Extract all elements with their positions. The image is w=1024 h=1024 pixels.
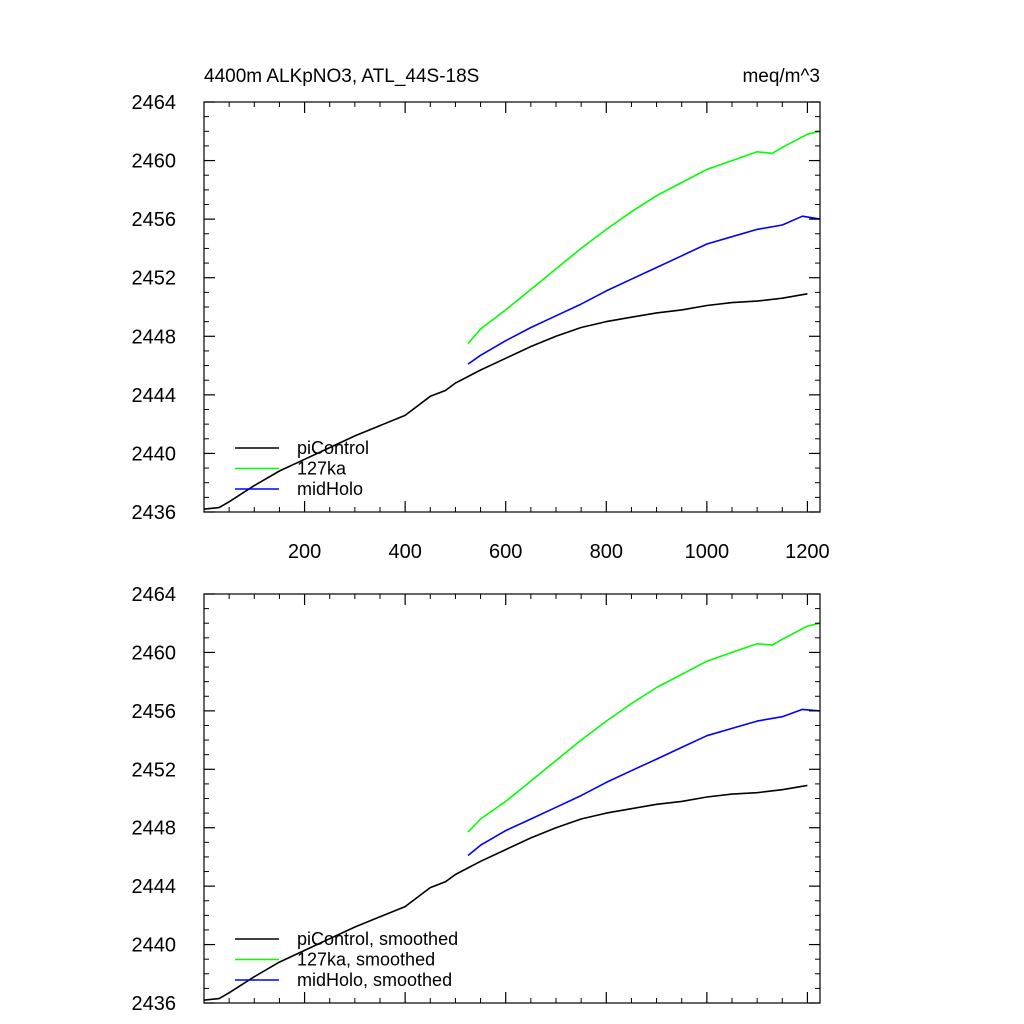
- legend-label: midHolo: [297, 479, 363, 499]
- y-tick-label: 2456: [132, 209, 177, 231]
- series-line-0: [204, 293, 808, 510]
- x-tick-label: 200: [288, 541, 321, 563]
- x-tick-label: 600: [489, 541, 522, 563]
- legend-label: midHolo, smoothed: [297, 970, 452, 990]
- y-tick-label: 2440: [132, 443, 177, 465]
- x-tick-label: 800: [590, 541, 623, 563]
- legend-label: 127ka: [297, 459, 347, 479]
- x-tick-label: 1000: [685, 541, 730, 563]
- y-tick-label: 2436: [132, 993, 177, 1015]
- y-tick-label: 2448: [132, 326, 177, 348]
- series-line-2: [467, 215, 821, 365]
- y-tick-label: 2440: [132, 935, 177, 957]
- y-tick-label: 2436: [132, 502, 177, 524]
- y-tick-label: 2464: [132, 92, 177, 114]
- y-tick-label: 2448: [132, 818, 177, 840]
- series-line-2: [467, 708, 821, 857]
- legend-label: piControl: [297, 438, 369, 458]
- y-tick-label: 2444: [132, 385, 177, 407]
- panel-bottom: 2436 2440 2444 2448 2452 2456 2460 2464 piContro…: [132, 584, 821, 1015]
- y-tick-label: 2452: [132, 268, 177, 290]
- panel-top: 200 400 600 800 1000 1200 2436 2440 2444 2448 2452…: [132, 92, 830, 563]
- legend-label: 127ka, smoothed: [297, 950, 435, 970]
- y-tick-label: 2456: [132, 701, 177, 723]
- y-tick-label: 2464: [132, 584, 177, 606]
- x-tick-label: 1200: [785, 541, 830, 563]
- series-line-1: [467, 622, 821, 833]
- legend-label: piControl, smoothed: [297, 929, 458, 949]
- chart-units: meq/m^3: [742, 66, 820, 87]
- y-tick-label: 2460: [132, 151, 177, 173]
- y-tick-label: 2452: [132, 759, 177, 781]
- y-tick-label: 2444: [132, 876, 177, 898]
- x-tick-label: 400: [388, 541, 421, 563]
- chart-title: 4400m ALKpNO3, ATL_44S-18S: [204, 66, 479, 87]
- y-tick-label: 2460: [132, 642, 177, 664]
- series-line-1: [467, 130, 821, 345]
- series-line-0: [204, 784, 808, 1001]
